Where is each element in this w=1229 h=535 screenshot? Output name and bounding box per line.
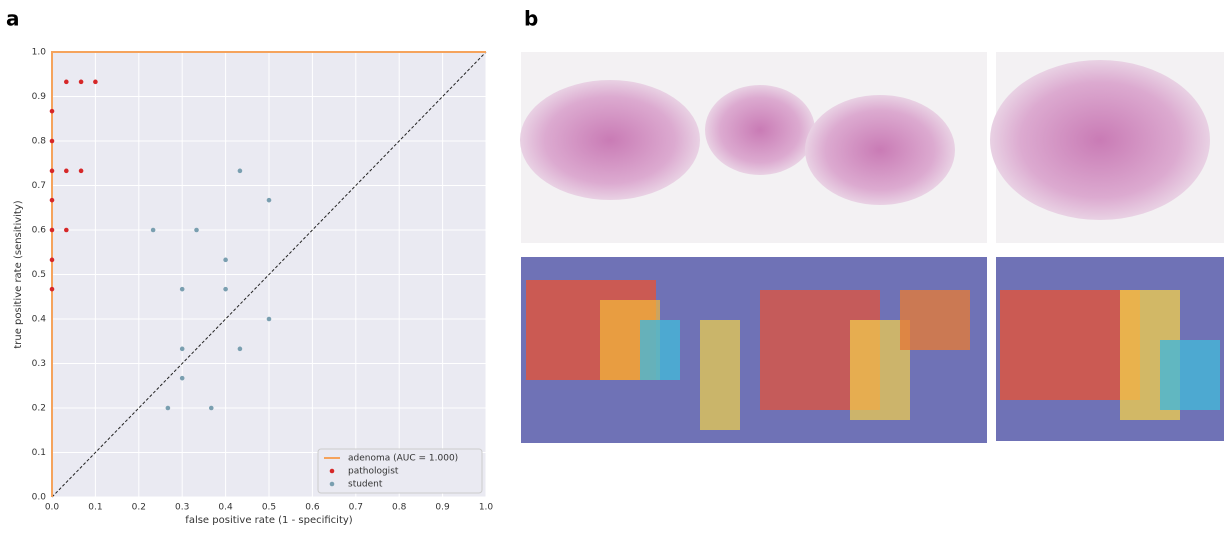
x-tick-label: 1.0 bbox=[479, 503, 494, 513]
point bbox=[79, 80, 84, 85]
x-tick-label: 0.6 bbox=[305, 503, 320, 513]
x-tick-label: 0.5 bbox=[262, 503, 276, 513]
point bbox=[50, 228, 55, 233]
y-tick-label: 0.1 bbox=[32, 448, 46, 458]
legend-swatch bbox=[330, 482, 335, 487]
y-tick-label: 1.0 bbox=[32, 48, 47, 58]
x-tick-label: 0.3 bbox=[175, 503, 189, 513]
y-tick-label: 0.6 bbox=[32, 226, 47, 236]
point bbox=[209, 406, 214, 411]
figure: a b 0.0 0.1 0.2 0.3 0.4 0.5 0.6 0.7 0.8 0.9 1.0 0.0… bbox=[0, 0, 1229, 531]
x-axis-label: false positive rate (1 - specificity) bbox=[185, 515, 352, 526]
legend-label: adenoma (AUC = 1.000) bbox=[348, 454, 458, 464]
point bbox=[238, 347, 243, 352]
point bbox=[50, 287, 55, 292]
point bbox=[267, 198, 272, 203]
y-axis-label: true positive rate (sensitivity) bbox=[13, 200, 24, 348]
y-tick-label: 0.3 bbox=[32, 359, 46, 369]
point bbox=[180, 287, 185, 292]
point bbox=[50, 169, 55, 174]
point bbox=[180, 347, 185, 352]
point bbox=[180, 376, 185, 381]
point bbox=[238, 169, 243, 174]
legend-label: pathologist bbox=[348, 467, 399, 477]
x-tick-label: 0.8 bbox=[392, 503, 407, 513]
x-tick-label: 0.1 bbox=[88, 503, 102, 513]
point bbox=[194, 228, 199, 233]
point bbox=[223, 287, 228, 292]
point bbox=[79, 169, 84, 174]
point bbox=[166, 406, 171, 411]
y-tick-label: 0.5 bbox=[32, 270, 46, 280]
point bbox=[64, 80, 69, 85]
legend-swatch bbox=[330, 469, 335, 474]
point bbox=[93, 80, 98, 85]
point bbox=[50, 139, 55, 144]
panel-label: a bbox=[6, 7, 20, 31]
y-tick-label: 0.9 bbox=[32, 92, 47, 102]
point bbox=[50, 109, 55, 114]
y-tick-label: 0.2 bbox=[32, 404, 46, 414]
point bbox=[267, 317, 272, 322]
y-tick-label: 0.7 bbox=[32, 181, 46, 191]
x-tick-label: 0.2 bbox=[132, 503, 146, 513]
point bbox=[151, 228, 156, 233]
legend-label: student bbox=[348, 480, 383, 490]
y-tick-label: 0.8 bbox=[32, 137, 47, 147]
point bbox=[50, 258, 55, 263]
point bbox=[64, 169, 69, 174]
point bbox=[50, 198, 55, 203]
panel-label: b bbox=[524, 7, 538, 31]
x-tick-label: 0.7 bbox=[349, 503, 363, 513]
point bbox=[64, 228, 69, 233]
page: a b 0.0 0.1 0.2 0.3 0.4 0.5 0.6 0.7 0.8 0.9 1.0 0.0… bbox=[0, 0, 1229, 535]
y-tick-label: 0.0 bbox=[32, 493, 47, 503]
x-tick-label: 0.4 bbox=[218, 503, 233, 513]
x-tick-label: 0.0 bbox=[45, 503, 60, 513]
x-tick-label: 0.9 bbox=[435, 503, 450, 513]
point bbox=[223, 258, 228, 263]
y-tick-label: 0.4 bbox=[32, 315, 47, 325]
histology-images bbox=[520, 52, 1224, 443]
